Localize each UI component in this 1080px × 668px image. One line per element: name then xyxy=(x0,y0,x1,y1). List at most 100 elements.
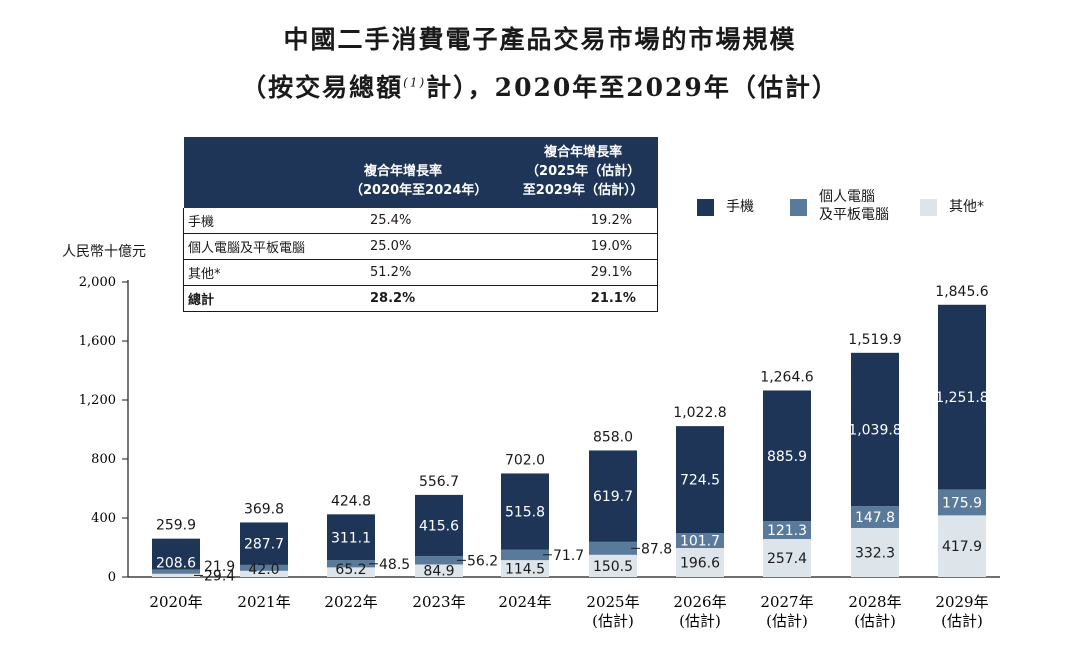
data-label-pc: 121.3 xyxy=(767,523,807,539)
cagr-value: 51.2% xyxy=(340,259,509,286)
legend-swatch-phones xyxy=(697,199,714,216)
x-tick-label-sub: (估計) xyxy=(592,612,634,630)
cagr-header-blank xyxy=(183,137,340,208)
bar-segment xyxy=(415,564,463,577)
bar-segment xyxy=(501,473,549,550)
data-label-total: 702.0 xyxy=(505,452,545,468)
bar-segment xyxy=(763,539,811,577)
bar-segment xyxy=(938,489,986,516)
data-label-phones: 619.7 xyxy=(593,489,633,505)
data-label-pc: 147.8 xyxy=(855,510,895,526)
legend-label-phones: 手機 xyxy=(726,199,754,215)
cagr-header-col2-line2: （2025年（估計） xyxy=(526,164,641,179)
data-label-pc: 48.5 xyxy=(379,557,410,573)
data-label-phones: 724.5 xyxy=(680,473,720,489)
data-label-others: 257.4 xyxy=(767,551,807,567)
bar-segment xyxy=(327,560,375,568)
data-label-pc: 71.7 xyxy=(553,548,584,564)
data-label-phones: 1,251.8 xyxy=(935,390,988,406)
cagr-header-col2: 複合年增長率 （2025年（估計） 至2029年（估計）） xyxy=(508,137,658,208)
legend-label-pc-line2: 及平板電腦 xyxy=(819,207,889,223)
bar-segment xyxy=(589,554,637,577)
legend-label-others: 其他* xyxy=(949,199,984,215)
bar-segment xyxy=(240,522,288,565)
data-label-others: 417.9 xyxy=(942,539,982,555)
bar-segment xyxy=(851,506,899,528)
y-tick-label: 1,600 xyxy=(79,334,116,349)
x-tick-label: 2022年 xyxy=(324,593,377,611)
cagr-value: 19.2% xyxy=(508,208,658,234)
data-label-pc: 87.8 xyxy=(641,541,672,557)
x-tick-label-sub: (估計) xyxy=(766,612,808,630)
bar-segment xyxy=(327,567,375,577)
bar-segment xyxy=(938,304,986,490)
data-label-pc: 56.2 xyxy=(467,553,498,569)
bar-segment xyxy=(152,569,200,574)
bar-segment xyxy=(327,514,375,561)
bar-segment xyxy=(152,538,200,570)
bar-segment xyxy=(589,541,637,555)
data-label-total: 424.8 xyxy=(331,493,371,509)
cagr-row-pc: 個人電腦及平板電腦 25.0% 19.0% xyxy=(183,233,658,260)
cagr-row-total: 總計 28.2% 21.1% xyxy=(183,285,658,312)
cagr-row-label: 總計 xyxy=(183,285,340,312)
bar-segment xyxy=(676,548,724,577)
x-tick-label: 2020年 xyxy=(149,593,202,611)
bar-segment xyxy=(851,527,899,577)
cagr-table-header: 複合年增長率 （2020年至2024年） 複合年增長率 （2025年（估計） 至… xyxy=(183,137,658,208)
x-tick-label: 2029年 xyxy=(935,593,988,611)
x-tick-label: 2024年 xyxy=(498,593,551,611)
bar-segment xyxy=(501,560,549,577)
y-tick-label: 400 xyxy=(91,511,116,526)
cagr-row-label: 其他* xyxy=(183,259,340,286)
data-label-others: 114.5 xyxy=(505,562,545,578)
bar-segment xyxy=(763,390,811,522)
cagr-header-col2-line1: 複合年增長率 xyxy=(544,145,623,160)
y-axis-label: 人民幣十億元 xyxy=(62,244,146,260)
data-label-total: 1,022.8 xyxy=(673,405,726,421)
title-part-b: 計），2020年至2029年（估計） xyxy=(426,73,839,102)
bar-segment xyxy=(676,426,724,534)
chart-title-line1: 中國二手消費電子產品交易市場的市場規模 xyxy=(283,25,797,54)
data-label-others: 332.3 xyxy=(855,545,895,561)
chart-title-line2: （按交易總額(1)計），2020年至2029年（估計） xyxy=(0,68,1080,104)
title-part-a: （按交易總額 xyxy=(241,73,404,102)
cagr-row-label: 個人電腦及平板電腦 xyxy=(183,233,340,260)
cagr-value: 29.1% xyxy=(508,259,658,286)
data-label-others: 21.9 xyxy=(204,559,235,575)
cagr-row-phones: 手機 25.4% 19.2% xyxy=(183,208,658,234)
x-tick-label-sub: (估計) xyxy=(941,612,983,630)
x-tick-label: 2028年 xyxy=(848,593,901,611)
x-tick-label: 2027年 xyxy=(760,593,813,611)
cagr-header-col1-line1: 複合年增長率 xyxy=(364,164,443,179)
bar-segment xyxy=(938,515,986,577)
bar-segment xyxy=(240,564,288,571)
y-tick-label: 0 xyxy=(108,570,116,585)
data-label-pc: 101.7 xyxy=(680,534,720,550)
data-label-total: 259.9 xyxy=(156,518,196,534)
bar-segment xyxy=(152,573,200,577)
data-label-phones: 287.7 xyxy=(244,537,284,553)
x-tick-label-sub: (估計) xyxy=(854,612,896,630)
x-tick-label: 2026年 xyxy=(673,593,726,611)
data-label-total: 369.8 xyxy=(244,501,284,517)
x-tick-label: 2023年 xyxy=(412,593,465,611)
legend-swatch-others xyxy=(920,199,937,216)
y-tick-label: 2,000 xyxy=(79,275,116,290)
legend-label-pc-line1: 個人電腦 xyxy=(819,189,875,205)
bar-segment xyxy=(676,533,724,549)
x-tick-label: 2021年 xyxy=(237,593,290,611)
bar-segment xyxy=(851,352,899,507)
x-tick-label-sub: (估計) xyxy=(679,612,721,630)
cagr-value: 21.1% xyxy=(508,285,658,312)
legend-label-pc: 個人電腦 及平板電腦 xyxy=(819,188,889,224)
data-label-others: 196.6 xyxy=(680,556,720,572)
cagr-value: 28.2% xyxy=(340,285,509,312)
data-label-others: 65.2 xyxy=(335,562,366,578)
data-label-phones: 415.6 xyxy=(419,519,459,535)
data-label-total: 1,264.6 xyxy=(760,369,814,385)
x-tick-label: 2025年 xyxy=(586,593,639,611)
data-label-phones: 515.8 xyxy=(505,504,545,520)
bar-segment xyxy=(240,570,288,577)
